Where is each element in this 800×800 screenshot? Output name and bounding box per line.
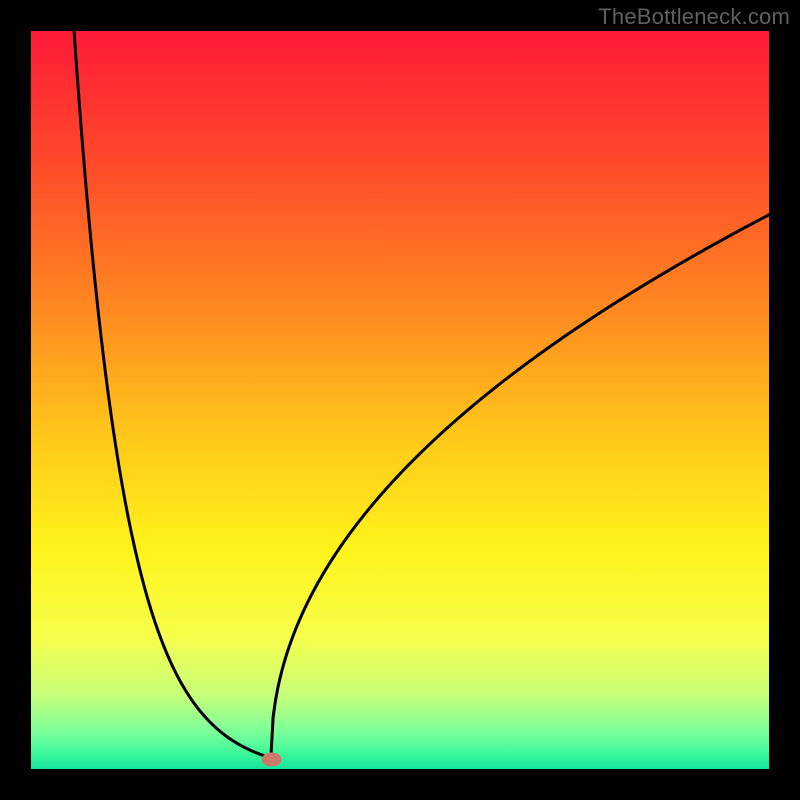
watermark-text: TheBottleneck.com — [598, 4, 790, 30]
minimum-marker — [262, 752, 282, 766]
plot-background — [31, 31, 769, 769]
chart-svg — [0, 0, 800, 800]
stage: TheBottleneck.com — [0, 0, 800, 800]
